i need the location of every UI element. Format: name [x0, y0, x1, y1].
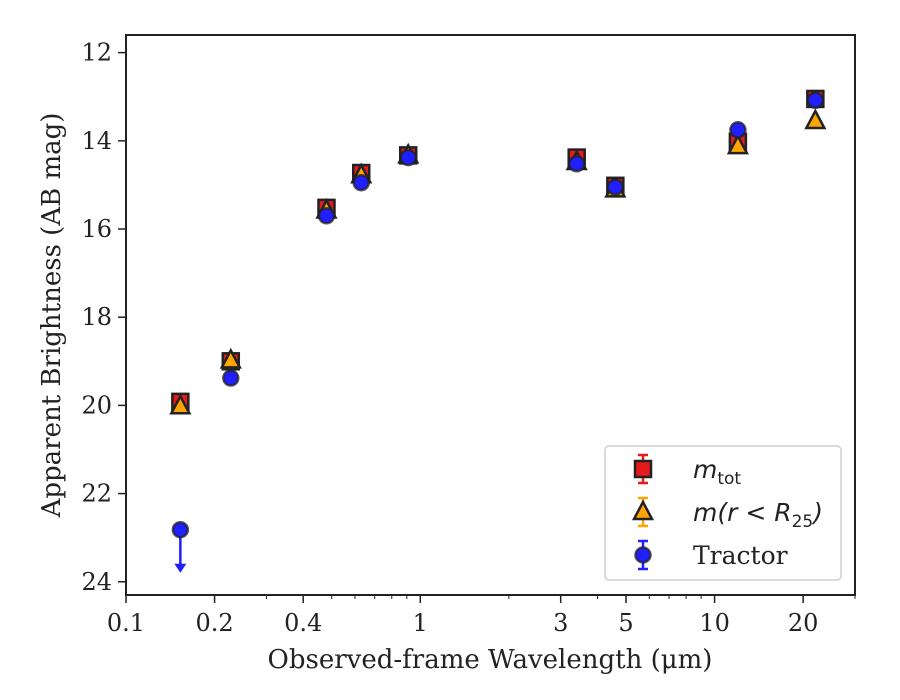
- series-triangle: [169, 108, 827, 415]
- x-tick-label: 1: [413, 609, 428, 637]
- data-point: [171, 520, 190, 539]
- data-point: [606, 178, 625, 196]
- x-tick-label: 10: [699, 609, 730, 637]
- x-tick-label: 3: [553, 609, 568, 637]
- series-square: [171, 89, 825, 412]
- data-point: [352, 173, 370, 192]
- y-tick-label: 20: [81, 391, 112, 419]
- series-circle: [171, 91, 825, 573]
- legend-marker-circle: [634, 546, 652, 564]
- y-tick-label: 12: [81, 39, 112, 67]
- y-tick-label: 22: [81, 480, 112, 508]
- legend-marker-square: [633, 459, 653, 479]
- y-tick-label: 16: [81, 215, 112, 243]
- data-point: [804, 108, 827, 130]
- axis-ticks: 0.1 0.2 0.4 1 3 5 10 20 12 14 16 18 20 22 24: [81, 39, 856, 637]
- x-tick-label: 0.2: [196, 609, 234, 637]
- data-point: [567, 155, 586, 173]
- x-tick-label: 5: [618, 609, 633, 637]
- data-point: [399, 148, 417, 167]
- y-tick-label: 24: [81, 568, 112, 596]
- data-marks: [169, 89, 827, 573]
- legend-label: Tractor: [693, 541, 788, 570]
- data-point: [729, 121, 747, 139]
- legend-box: [604, 445, 842, 581]
- data-point: [219, 347, 242, 369]
- x-tick-label: 20: [788, 609, 819, 637]
- data-point: [806, 91, 825, 110]
- x-tick-label: 0.4: [284, 609, 322, 637]
- x-tick-label: 0.1: [107, 609, 145, 637]
- upper-limit-arrow-head: [174, 563, 187, 573]
- y-tick-label: 18: [81, 303, 112, 331]
- legend: mtot m(r < R25) Tractor: [604, 445, 842, 581]
- plot-frame: [125, 34, 856, 596]
- y-axis-label: Apparent Brightness (AB mag): [37, 113, 67, 519]
- data-point: [222, 369, 240, 387]
- legend-label: mtot: [693, 455, 741, 489]
- x-axis-label: Observed-frame Wavelength (μm): [268, 645, 713, 675]
- y-tick-label: 14: [81, 127, 112, 155]
- data-point: [317, 207, 336, 225]
- legend-label: m(r < R25): [693, 498, 823, 532]
- legend-marker-triangle: [631, 499, 655, 521]
- data-point: [726, 133, 749, 155]
- data-point: [169, 393, 192, 415]
